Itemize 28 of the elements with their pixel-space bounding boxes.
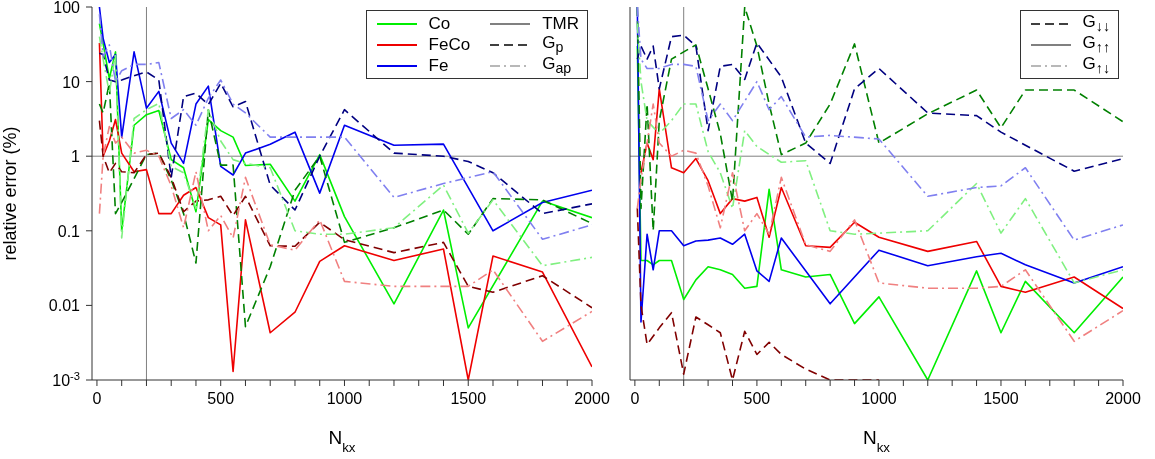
x-tick-label: 1000 (861, 390, 897, 407)
legend-label: G$_{↑↑}$ (1082, 33, 1110, 56)
x-tick-label: 1000 (326, 390, 363, 407)
x-tick-label: 500 (743, 390, 771, 407)
y-tick-label: 0.01 (48, 297, 81, 315)
legend-label: G$_{p}$ (542, 33, 564, 56)
x-tick-label: 0 (92, 390, 102, 407)
x-tick-label: 1500 (450, 390, 487, 407)
legend-label: G$_{↑↓}$ (1082, 54, 1110, 77)
x-axis-title: N$_{kx}$ (328, 427, 356, 455)
y-axis-title: relative error (%) (0, 126, 20, 261)
x-axis-title: N$_{kx}$ (862, 427, 891, 455)
legend-label: G$_{ap}$ (542, 54, 572, 77)
legend-label: FeCo (428, 34, 471, 55)
legend-label: G$_{↓↓}$ (1082, 12, 1110, 35)
x-tick-label: 1500 (983, 390, 1019, 407)
y-tick-label: 10$^{-3}$ (52, 370, 80, 389)
legend-label: Co (428, 13, 451, 34)
y-tick-label: 10 (62, 73, 81, 91)
y-tick-label: 100 (53, 0, 81, 16)
y-tick-label: 0.1 (57, 222, 81, 240)
x-tick-label: 2000 (574, 390, 610, 407)
y-tick-label: 1 (71, 148, 81, 166)
x-tick-label: 2000 (1105, 390, 1141, 407)
legend-label: TMR (542, 13, 579, 34)
x-tick-label: 500 (207, 390, 235, 407)
x-tick-label: 0 (630, 390, 640, 407)
legend-label: Fe (428, 55, 449, 76)
